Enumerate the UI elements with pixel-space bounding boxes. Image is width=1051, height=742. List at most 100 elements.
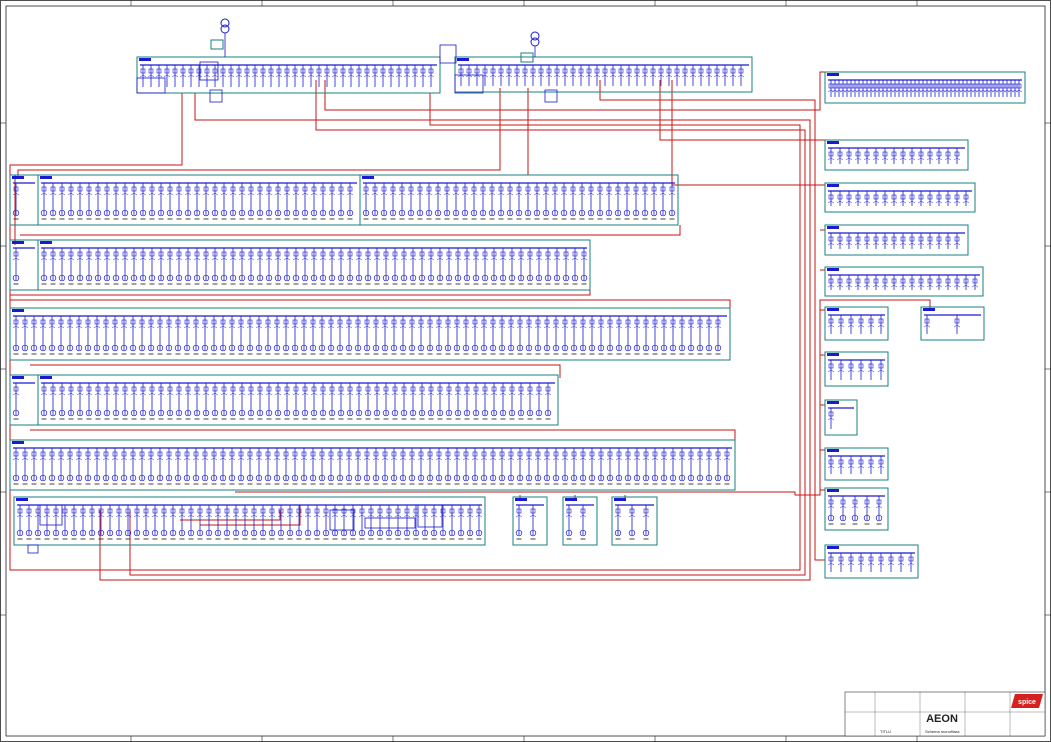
switch-arrow [327,325,335,329]
switch-arrow [310,392,318,396]
load [157,209,165,217]
load [103,409,111,417]
load [12,209,20,217]
breaker [391,451,397,457]
load [292,274,300,282]
load [328,409,336,417]
switch-arrow [211,192,219,196]
switch-arrow [115,514,123,518]
switch-arrow [551,192,559,196]
breaker [121,451,127,457]
switch-arrow [355,257,363,261]
breaker [293,251,299,257]
breaker [31,451,37,457]
cable [30,364,561,378]
load [229,209,237,217]
breaker [328,319,334,325]
switch-arrow [283,74,291,78]
breaker [140,386,146,392]
switch-arrow [827,505,835,509]
load [214,529,222,537]
load [506,209,514,217]
breaker [828,194,834,200]
load [273,474,281,482]
load [507,344,515,352]
switch-arrow [665,74,673,78]
breaker [302,251,308,257]
panel-tag [827,401,839,404]
breaker [392,386,398,392]
switch-arrow [827,200,835,204]
panel-outline [824,139,969,171]
breaker [404,68,410,74]
breaker [251,508,257,514]
switch-arrow [112,257,120,261]
switch-arrow [364,257,372,261]
load [112,209,120,217]
switch-arrow [687,457,695,461]
switch-arrow [962,200,970,204]
switch-arrow [587,192,595,196]
load [372,474,380,482]
breaker [149,386,155,392]
panel-outline [37,374,559,426]
load [193,209,201,217]
switch-arrow [877,324,885,328]
switch-arrow [419,74,427,78]
switch-arrow [227,74,235,78]
breaker [338,186,344,192]
switch-arrow [890,200,898,204]
switch-arrow [139,392,147,396]
breaker [247,451,253,457]
breaker [98,508,104,514]
load [157,274,165,282]
load [373,274,381,282]
panel-tag [827,308,839,311]
breaker [211,451,217,457]
breaker [561,186,567,192]
breaker [518,251,524,257]
switch-arrow [507,325,515,329]
switch-arrow [390,325,398,329]
breaker [323,508,329,514]
switch-arrow [39,457,47,461]
switch-arrow [899,242,907,246]
breaker [368,508,374,514]
load [516,344,524,352]
breaker [606,186,612,192]
switch-arrow [403,514,411,518]
switch-arrow [205,514,213,518]
breaker [679,319,685,325]
switch-arrow [219,325,227,329]
load [229,274,237,282]
switch-arrow [689,74,697,78]
switch-arrow [577,74,585,78]
switch-arrow [301,257,309,261]
load [318,344,326,352]
breaker [122,186,128,192]
load [103,209,111,217]
load [237,474,245,482]
load [714,344,722,352]
switchboard [824,306,889,341]
load [454,409,462,417]
load [363,474,371,482]
switch-arrow [497,74,505,78]
breaker [265,451,271,457]
breaker [68,386,74,392]
switch-arrow [917,284,925,288]
switch-arrow [156,457,164,461]
breaker [508,451,514,457]
breaker [40,319,46,325]
load [418,274,426,282]
breaker [589,451,595,457]
switch-arrow [202,192,210,196]
breaker [508,319,514,325]
load [255,344,263,352]
breaker [283,451,289,457]
switch-arrow [331,514,339,518]
load [481,274,489,282]
load [481,409,489,417]
auxiliary-unit [544,89,558,103]
switch-arrow [854,157,862,161]
